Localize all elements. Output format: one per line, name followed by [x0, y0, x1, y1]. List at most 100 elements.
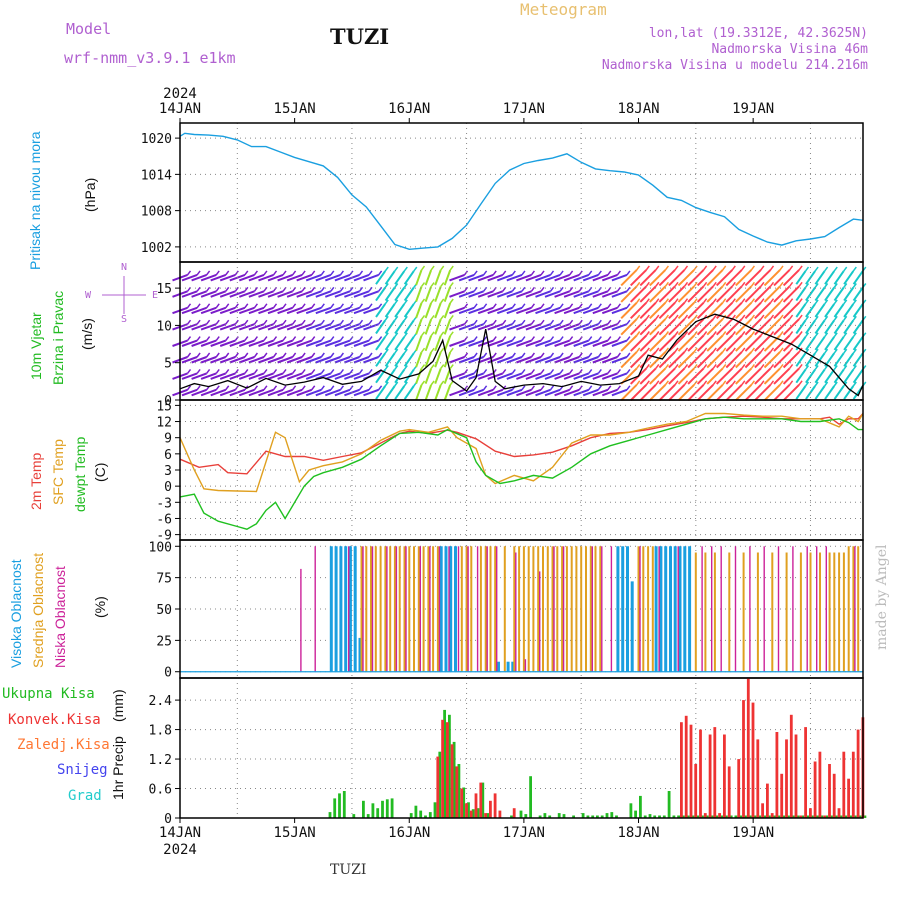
wind-barb	[468, 339, 484, 347]
wind-barb	[219, 339, 236, 347]
wind-barb	[754, 367, 772, 385]
wind-barb-flag	[769, 314, 775, 320]
wind-barb-flag	[206, 336, 211, 342]
precip-conv-bar	[708, 734, 712, 818]
wind-barb	[639, 285, 657, 303]
wind-barb	[795, 270, 807, 285]
cloud-ytick-label: 0	[164, 666, 172, 681]
wind-barb	[620, 269, 638, 287]
wind-barb-flag	[502, 319, 507, 325]
wind-barb	[620, 285, 638, 303]
wind-barb	[468, 323, 484, 331]
cloud-ytick-label: 100	[149, 540, 172, 555]
wind-barb	[649, 301, 667, 320]
precip-total-bar	[629, 803, 633, 818]
wind-barb	[258, 290, 274, 298]
wind-barb	[696, 351, 714, 369]
wind-barb	[375, 352, 387, 367]
wind-barb	[706, 367, 724, 385]
wind-barb-flag	[253, 336, 258, 342]
lonlat-label: lon,lat (19.3312E, 42.3625N)	[648, 26, 868, 41]
wind-barb-flag	[597, 385, 602, 391]
wind-barb-flag	[282, 352, 287, 358]
wind-barb	[229, 372, 246, 380]
wind-barb-flag	[521, 368, 526, 374]
wind-barb-flag	[559, 352, 564, 358]
wind-barb	[353, 388, 370, 397]
wind-barb-flag	[788, 298, 794, 304]
wind-barb	[200, 306, 217, 315]
wind-barb	[277, 388, 293, 397]
wind-barb-flag	[549, 336, 555, 342]
precip-total-bar	[763, 815, 766, 818]
wind-barb	[773, 269, 791, 287]
wind-barb	[544, 306, 561, 315]
wind-barb-flag	[272, 352, 278, 358]
wind-barb	[706, 285, 724, 303]
wind-barb-flag	[330, 352, 335, 358]
wind-barb	[296, 372, 313, 380]
bottom-day-label: 16JAN	[388, 825, 430, 841]
precip-total-bar	[772, 815, 776, 818]
wind-barb	[744, 285, 762, 303]
precip-conv-bar	[713, 727, 717, 818]
precip-total-bar	[572, 815, 575, 818]
wind-barb-flag	[502, 368, 507, 374]
wind-barb	[415, 384, 423, 401]
wind-barb	[286, 306, 303, 315]
precip-total-bar	[390, 798, 394, 818]
wind-barb	[782, 285, 800, 303]
wind-barb	[601, 339, 618, 347]
wind-barb	[525, 356, 542, 364]
wind-barb	[725, 351, 743, 369]
wind-barb	[639, 269, 657, 287]
wind-barb-flag	[833, 381, 838, 387]
wind-barb-flag	[384, 283, 389, 288]
wind-barb-flag	[702, 265, 708, 271]
wind-barb-flag	[358, 352, 364, 358]
wind-barb-flag	[674, 265, 679, 271]
wind-barb-flag	[664, 265, 670, 271]
wind-barb	[725, 334, 743, 352]
compass-w: W	[85, 290, 92, 301]
wind-barb	[773, 367, 791, 385]
wind-barb	[658, 301, 676, 320]
wind-barb	[649, 285, 667, 303]
wind-barb	[443, 286, 452, 302]
wind-barb	[267, 372, 284, 380]
wind-barb	[611, 356, 628, 364]
top-day-label: 19JAN	[732, 101, 774, 117]
wind-barb	[353, 339, 370, 347]
wind-barb-flag	[282, 303, 287, 309]
wind-barb-flag	[215, 368, 220, 374]
precip-total-bar	[581, 813, 585, 818]
wind-barb-flag	[394, 266, 399, 272]
wind-barb	[668, 301, 686, 320]
wind-barb	[296, 273, 313, 282]
wind-barb	[219, 323, 236, 331]
wind-barb	[403, 352, 415, 367]
wind-barb-flag	[750, 347, 756, 353]
wind-barb	[763, 301, 781, 320]
wind-barb	[677, 334, 695, 352]
wind-barb	[477, 339, 494, 347]
wind-barb-flag	[225, 270, 230, 276]
wind-barb-flag	[449, 347, 454, 353]
precip-conv-bar	[751, 702, 755, 818]
wind-barb	[277, 339, 293, 347]
model-name: wrf-nmm_v3.9.1 e1km	[64, 49, 236, 67]
wind-barb	[248, 323, 265, 331]
wind-barb-flag	[843, 266, 848, 272]
wind-barb-flag	[483, 368, 488, 374]
wind-barb-flag	[741, 380, 746, 386]
pressure-ytick-label: 1014	[141, 168, 172, 183]
wind-barb	[563, 388, 580, 397]
wind-barb-flag	[588, 336, 593, 342]
wind-barb	[286, 290, 303, 298]
wind-barb-flag	[292, 352, 297, 358]
wind-ytick-label: 10	[156, 319, 172, 334]
wind-barb-flag	[578, 319, 583, 325]
wind-barb-flag	[607, 270, 612, 276]
wind-barb	[258, 339, 274, 347]
wind-barb-flag	[206, 270, 211, 276]
